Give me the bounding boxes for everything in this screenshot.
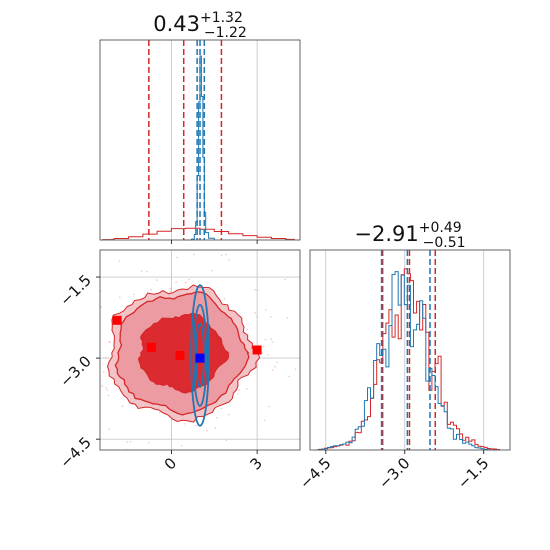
x-tick-label: −4.5 xyxy=(296,454,334,492)
scatter-point xyxy=(150,288,152,291)
scatter-point xyxy=(236,393,239,395)
title-param-2-value: −2.91 xyxy=(354,222,418,246)
contour-level-1-series-2 xyxy=(190,284,210,427)
scatter-point xyxy=(185,281,187,284)
title-param-2-minus: −0.51 xyxy=(423,235,466,251)
panel-bottom-left: 0 3 −1.5 −3.0 −4.5 xyxy=(56,249,301,474)
scatter-point xyxy=(108,428,111,430)
scatter-point xyxy=(147,441,150,444)
scatter-point xyxy=(180,444,183,447)
scatter-point xyxy=(270,315,272,318)
scatter-point xyxy=(214,427,217,429)
panel-top-left-frame xyxy=(99,39,301,241)
x-tick-label: 0 xyxy=(161,454,180,473)
scatter-point xyxy=(225,439,228,442)
scatter-point xyxy=(103,371,105,374)
scatter-point xyxy=(146,270,148,273)
title-param-1: 0.43+1.32 −1.22 xyxy=(153,10,247,41)
scatter-point xyxy=(159,411,161,414)
scatter-point xyxy=(261,352,264,354)
scatter-point xyxy=(263,419,266,422)
scatter-point xyxy=(169,291,172,293)
scatter-point xyxy=(109,341,111,343)
histogram-series-2 xyxy=(185,55,215,241)
x-tick-label: −3.0 xyxy=(375,454,413,492)
scatter-point xyxy=(176,256,178,259)
scatter-point xyxy=(188,278,190,281)
scatter-point xyxy=(264,309,267,311)
marker-3 xyxy=(175,350,185,360)
title-param-2: −2.91+0.49 −0.51 xyxy=(354,220,465,251)
scatter-point xyxy=(276,361,278,364)
contour-level-2-series-2 xyxy=(192,303,208,407)
scatter-point xyxy=(256,315,258,318)
scatter-point xyxy=(156,279,158,281)
panel-bottom-right: −4.5 −3.0 −1.5 −2.91+0.49 −0.51 xyxy=(296,220,511,493)
scatter-point xyxy=(132,293,135,296)
scatter-point xyxy=(106,389,109,391)
scatter-point xyxy=(118,260,121,262)
scatter-point xyxy=(183,423,186,425)
panel-top-left: 0.43+1.32 −1.22 xyxy=(99,10,301,244)
scatter-point xyxy=(107,394,110,397)
scatter-point xyxy=(254,288,256,291)
scatter-point xyxy=(101,385,103,387)
scatter-point xyxy=(288,375,290,378)
scatter-point xyxy=(246,328,248,331)
scatter-point xyxy=(262,345,265,348)
scatter-point xyxy=(294,368,297,371)
scatter-point xyxy=(271,341,274,344)
scatter-point xyxy=(271,369,274,371)
marker-4 xyxy=(252,345,262,355)
scatter-point xyxy=(256,289,259,292)
scatter-point xyxy=(220,254,223,257)
scatter-point xyxy=(195,425,198,427)
marker-5 xyxy=(195,353,205,363)
x-tick-label: −1.5 xyxy=(454,454,492,492)
scatter-point xyxy=(100,306,102,308)
y-tick-label: −3.0 xyxy=(56,352,94,390)
scatter-point xyxy=(274,365,277,368)
scatter-point xyxy=(121,405,124,408)
scatter-point xyxy=(220,407,223,410)
scatter-point xyxy=(129,441,132,443)
x-tick-label: 3 xyxy=(246,454,265,473)
scatter-point xyxy=(105,387,107,389)
y-tick-label: −4.5 xyxy=(56,433,94,471)
marker-1 xyxy=(112,315,122,325)
scatter-point xyxy=(211,269,213,272)
title-param-1-plus: +1.32 xyxy=(200,10,243,26)
scatter-point xyxy=(108,341,110,343)
scatter-point xyxy=(216,416,218,419)
scatter-point xyxy=(238,389,240,391)
scatter-point xyxy=(228,259,230,262)
scatter-point xyxy=(193,253,195,256)
scatter-point xyxy=(284,278,286,281)
title-param-1-value: 0.43 xyxy=(153,12,200,36)
scatter-point xyxy=(254,312,256,314)
scatter-point xyxy=(119,296,121,299)
scatter-point xyxy=(225,253,227,256)
panel-bottom-right-frame xyxy=(309,249,511,451)
scatter-point xyxy=(223,298,226,300)
scatter-point xyxy=(270,338,272,340)
scatter-point xyxy=(126,441,129,443)
scatter-point xyxy=(267,354,269,356)
scatter-point xyxy=(227,413,230,416)
title-param-1-minus: −1.22 xyxy=(204,25,247,41)
scatter-point xyxy=(246,388,248,390)
panel-bottom-left-frame xyxy=(99,249,301,451)
scatter-point xyxy=(264,338,267,341)
scatter-point xyxy=(268,405,270,408)
scatter-point xyxy=(175,281,177,284)
scatter-point xyxy=(169,287,172,290)
y-tick-label: −1.5 xyxy=(56,271,94,309)
title-param-2-plus: +0.49 xyxy=(419,220,462,236)
scatter-point xyxy=(286,317,289,319)
scatter-point xyxy=(206,429,208,432)
scatter-point xyxy=(105,356,107,359)
marker-2 xyxy=(146,342,156,352)
scatter-point xyxy=(140,270,143,272)
